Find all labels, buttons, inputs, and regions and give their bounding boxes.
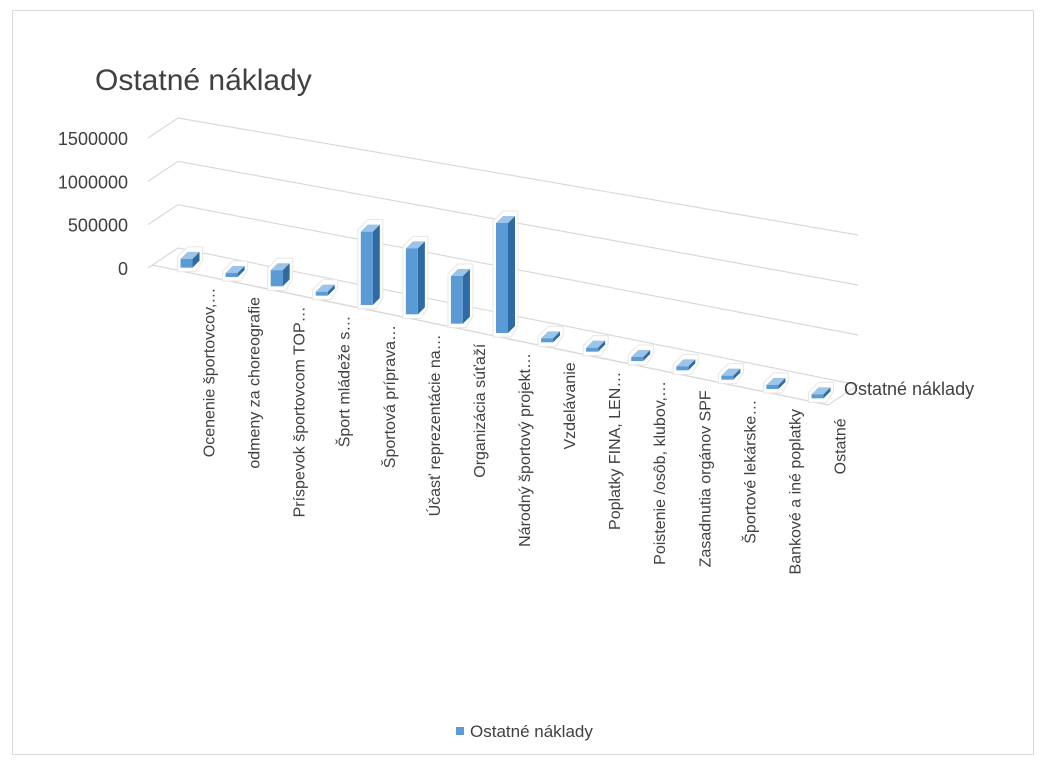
chart-title: Ostatné náklady — [95, 64, 312, 97]
bar-front — [541, 338, 553, 342]
bar-front — [226, 273, 238, 277]
depth-axis-series-label: Ostatné náklady — [844, 379, 974, 399]
bar — [718, 364, 743, 384]
y-axis-ticks: 0 500000 1000000 1500000 — [58, 129, 128, 279]
bar — [763, 373, 788, 393]
y-tick-label: 1000000 — [58, 172, 128, 192]
x-tick-label: Športová príprava… — [380, 325, 399, 468]
x-tick-label: Športové lekárske… — [740, 400, 759, 544]
x-tick-label: Účasť reprezentácie na… — [425, 334, 444, 516]
bar — [628, 345, 653, 365]
gridline-side — [148, 205, 178, 225]
x-tick-label: Poistenie /osôb, klubov,… — [652, 381, 669, 565]
x-tick-label: odmeny za choreografie — [247, 297, 264, 469]
x-axis-ticks: Ocenenie športovcov,… odmeny za choreogra… — [202, 288, 850, 575]
legend: Ostatné náklady — [456, 722, 593, 741]
x-tick-label: Príspevok športovcom TOP… — [292, 306, 309, 517]
bar-side — [418, 241, 425, 314]
legend-swatch — [456, 727, 464, 735]
bar — [673, 354, 698, 374]
bar-front — [721, 376, 733, 380]
gridline-side — [148, 118, 178, 138]
bars — [178, 211, 834, 402]
x-tick-label: Šport mládeže s… — [335, 316, 354, 448]
bar-front — [406, 248, 418, 314]
bar-front — [766, 385, 778, 389]
bar-side — [373, 225, 380, 305]
bar — [223, 261, 248, 281]
x-tick-label: Vzdelávanie — [562, 362, 579, 449]
bar-front — [496, 223, 508, 333]
bar-front — [451, 276, 463, 324]
x-tick-label: Ocenenie športovcov,… — [202, 288, 219, 458]
gridline-side — [148, 161, 178, 181]
bar-front — [271, 270, 283, 286]
bar — [493, 211, 518, 337]
x-tick-label: Bankové a iné poplatky — [787, 409, 804, 574]
bar-side — [463, 269, 470, 324]
y-tick-label: 500000 — [68, 216, 128, 236]
bar — [358, 220, 383, 309]
bar-front — [631, 357, 643, 361]
x-tick-label: Poplatky FINA, LEN… — [607, 372, 624, 530]
bar — [448, 264, 473, 328]
bar-front — [181, 259, 193, 268]
x-tick-label: Zasadnutia orgánov SPF — [697, 390, 714, 567]
y-tick-label: 1500000 — [58, 129, 128, 149]
bar-front — [586, 348, 598, 352]
bar — [268, 258, 293, 290]
x-tick-label: Ostatné — [832, 418, 849, 474]
x-tick-label: Národný športový projekt… — [517, 353, 534, 547]
bar — [313, 280, 338, 300]
bar-front — [811, 394, 823, 398]
bar-front — [361, 232, 373, 305]
bar-front — [316, 292, 328, 296]
bar-front — [676, 366, 688, 370]
bar — [808, 382, 833, 402]
bar-side — [508, 216, 515, 333]
x-tick-label: Organizácia súťaží — [472, 343, 489, 478]
bar — [583, 336, 608, 356]
bar — [538, 326, 563, 346]
y-tick-label: 0 — [118, 259, 128, 279]
bar — [178, 247, 203, 272]
bar — [403, 236, 428, 318]
legend-label: Ostatné náklady — [470, 722, 593, 741]
